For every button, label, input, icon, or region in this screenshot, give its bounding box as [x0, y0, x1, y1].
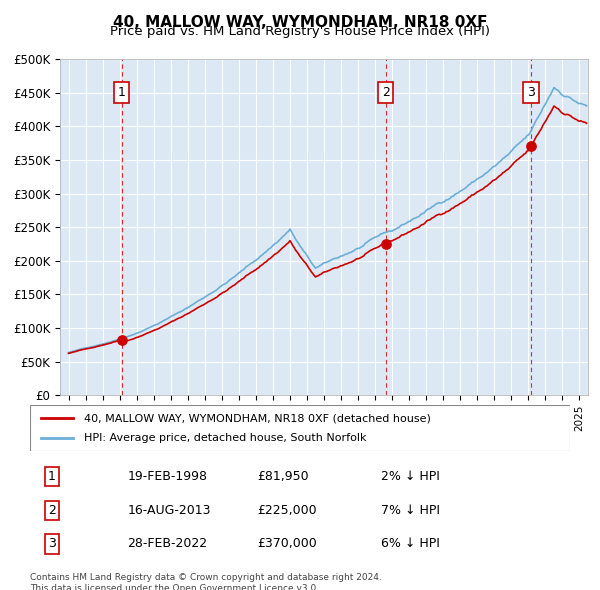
Text: £81,950: £81,950: [257, 470, 308, 483]
Text: 1: 1: [118, 86, 125, 99]
FancyBboxPatch shape: [30, 405, 570, 451]
Text: 7% ↓ HPI: 7% ↓ HPI: [381, 504, 440, 517]
Text: 19-FEB-1998: 19-FEB-1998: [127, 470, 207, 483]
Point: [381, 240, 391, 249]
Text: 6% ↓ HPI: 6% ↓ HPI: [381, 537, 440, 550]
Point: [117, 336, 127, 345]
Text: 40, MALLOW WAY, WYMONDHAM, NR18 0XF: 40, MALLOW WAY, WYMONDHAM, NR18 0XF: [113, 15, 487, 30]
Text: 2: 2: [382, 86, 389, 99]
Text: 16-AUG-2013: 16-AUG-2013: [127, 504, 211, 517]
Text: 2: 2: [47, 504, 56, 517]
Text: £370,000: £370,000: [257, 537, 317, 550]
Text: HPI: Average price, detached house, South Norfolk: HPI: Average price, detached house, Sout…: [84, 434, 367, 444]
Text: Price paid vs. HM Land Registry's House Price Index (HPI): Price paid vs. HM Land Registry's House …: [110, 25, 490, 38]
Text: 40, MALLOW WAY, WYMONDHAM, NR18 0XF (detached house): 40, MALLOW WAY, WYMONDHAM, NR18 0XF (det…: [84, 413, 431, 423]
Text: £225,000: £225,000: [257, 504, 316, 517]
Text: 3: 3: [47, 537, 56, 550]
Text: 1: 1: [47, 470, 56, 483]
Point: [526, 142, 536, 151]
Text: 2% ↓ HPI: 2% ↓ HPI: [381, 470, 440, 483]
Text: Contains HM Land Registry data © Crown copyright and database right 2024.
This d: Contains HM Land Registry data © Crown c…: [30, 573, 382, 590]
Text: 3: 3: [527, 86, 535, 99]
Text: 28-FEB-2022: 28-FEB-2022: [127, 537, 208, 550]
